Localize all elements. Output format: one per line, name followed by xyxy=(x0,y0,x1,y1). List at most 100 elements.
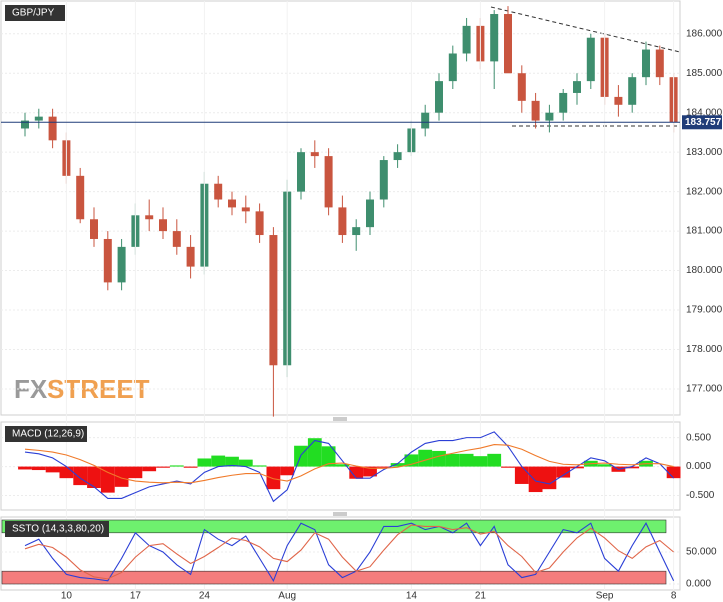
candle-body xyxy=(159,219,167,232)
panel-title: GBP/JPY xyxy=(12,8,55,19)
histogram-bar xyxy=(183,466,198,468)
candle-body xyxy=(338,207,347,236)
histogram-bar xyxy=(266,466,281,490)
histogram-bar xyxy=(556,466,571,478)
panel-grip[interactable] xyxy=(333,512,347,516)
histogram-bar xyxy=(87,466,101,488)
candle-body xyxy=(504,14,512,74)
histogram-bar xyxy=(335,464,350,467)
candle-body xyxy=(531,100,540,121)
histogram-bar xyxy=(280,466,295,476)
candle-body xyxy=(48,116,57,141)
candle-body xyxy=(310,152,319,157)
histogram-bar xyxy=(100,466,115,493)
histogram-bar xyxy=(142,466,157,472)
histogram-bar xyxy=(238,459,253,467)
y-tick-label: 0.000 xyxy=(686,461,711,472)
histogram-bar xyxy=(59,466,74,479)
x-tick-label: 10 xyxy=(61,591,73,602)
histogram-bar xyxy=(514,466,529,484)
histogram-bar xyxy=(349,466,364,479)
histogram-bar xyxy=(666,466,681,479)
series-line xyxy=(24,524,674,580)
histogram-bar xyxy=(307,438,322,467)
x-tick-label: Sep xyxy=(596,591,614,602)
histogram-bar xyxy=(211,455,226,467)
candle-body xyxy=(655,49,664,78)
candle-body xyxy=(490,14,499,62)
y-tick-label: 185.000 xyxy=(686,68,723,79)
y-tick-label: 183.000 xyxy=(686,147,723,158)
price-panel xyxy=(0,0,681,416)
series-line xyxy=(24,431,674,503)
panel-title-box xyxy=(5,5,65,21)
histogram-bar xyxy=(625,466,640,469)
candle-body xyxy=(255,211,264,236)
histogram-bar xyxy=(321,446,336,467)
x-tick-label: Aug xyxy=(278,591,296,602)
histogram-bar xyxy=(31,466,46,471)
histogram-bar xyxy=(487,453,502,467)
candle-body xyxy=(462,25,471,54)
candle-body xyxy=(269,235,278,366)
zone xyxy=(1,570,667,585)
histogram-bar xyxy=(473,456,488,467)
candle-body xyxy=(172,231,181,247)
histogram-bar xyxy=(18,466,32,470)
histogram-bar xyxy=(542,466,557,490)
macd-panel xyxy=(0,421,681,511)
candle-body xyxy=(34,116,43,121)
y-tick-label: 179.000 xyxy=(686,305,723,316)
panel-title-box xyxy=(5,521,109,537)
histogram-bar xyxy=(73,466,88,486)
y-tick-label: 50.000 xyxy=(686,547,717,558)
candle-body xyxy=(145,215,154,220)
histogram-bar xyxy=(128,466,143,479)
y-tick-label: 182.000 xyxy=(686,186,723,197)
candle-body xyxy=(448,53,457,82)
y-tick-label: 186.000 xyxy=(686,28,723,39)
histogram-bar xyxy=(418,449,433,467)
histogram-bar xyxy=(390,463,405,467)
series-line xyxy=(24,522,675,583)
histogram-bar xyxy=(252,465,267,467)
x-tick-label: 8 xyxy=(671,591,677,602)
y-tick-label: 178.000 xyxy=(686,344,723,355)
candle-body xyxy=(393,152,402,161)
candle-body xyxy=(628,77,637,105)
histogram-bar xyxy=(501,466,515,468)
panel-title-box xyxy=(5,426,87,442)
candle-body xyxy=(324,156,333,208)
x-tick-label: 17 xyxy=(130,591,142,602)
histogram-bar xyxy=(197,458,212,467)
histogram-bar xyxy=(376,466,391,468)
x-tick-label: 14 xyxy=(406,591,418,602)
candle-body xyxy=(517,73,526,101)
x-tick-label: 24 xyxy=(199,591,211,602)
panel-grip[interactable] xyxy=(333,417,347,421)
panel-title: MACD (12,26,9) xyxy=(12,429,84,440)
y-tick-label: 177.000 xyxy=(686,384,723,395)
y-tick-label: -0.500 xyxy=(686,490,715,501)
histogram-bar xyxy=(225,456,239,467)
histogram-bar xyxy=(597,464,612,467)
zone xyxy=(1,519,667,534)
histogram-bar xyxy=(459,453,474,467)
candle-body xyxy=(559,92,568,113)
candle-body xyxy=(214,183,223,200)
candle-body xyxy=(352,227,361,236)
candle-body xyxy=(545,112,554,121)
last-price-label: 183.757 xyxy=(685,117,722,128)
histogram-bar xyxy=(156,466,170,468)
candle-body xyxy=(614,96,623,105)
stoch-panel xyxy=(0,516,681,591)
y-tick-label: 0.500 xyxy=(686,432,711,443)
trend-line xyxy=(490,6,681,53)
candle-body xyxy=(186,246,195,267)
histogram-bar xyxy=(45,466,60,473)
series-line xyxy=(24,444,674,484)
candle-body xyxy=(586,37,595,82)
candle-body xyxy=(21,120,29,129)
